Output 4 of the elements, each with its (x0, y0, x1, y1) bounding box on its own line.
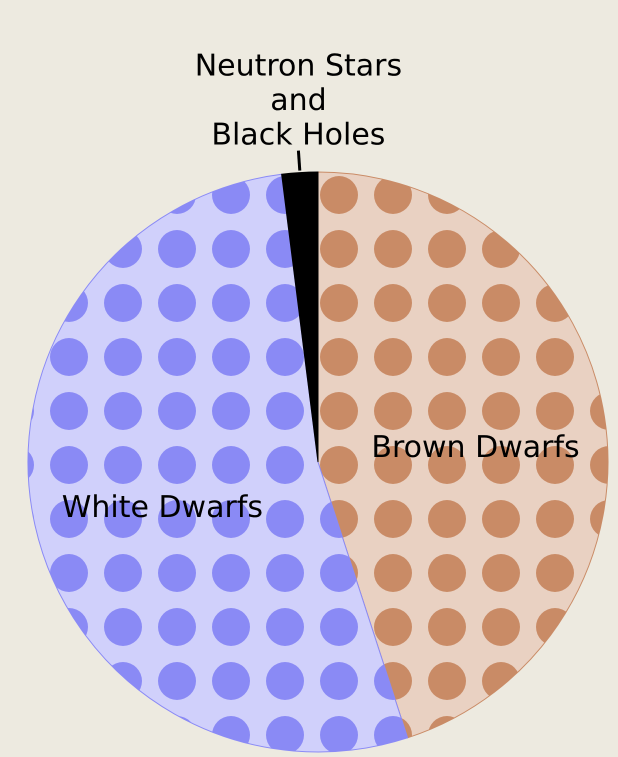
pie-slice (318, 172, 608, 738)
slice-label: White Dwarfs (62, 490, 264, 525)
slice-label: Brown Dwarfs (371, 430, 580, 466)
slice-label: Neutron Stars and Black Holes (194, 48, 402, 153)
